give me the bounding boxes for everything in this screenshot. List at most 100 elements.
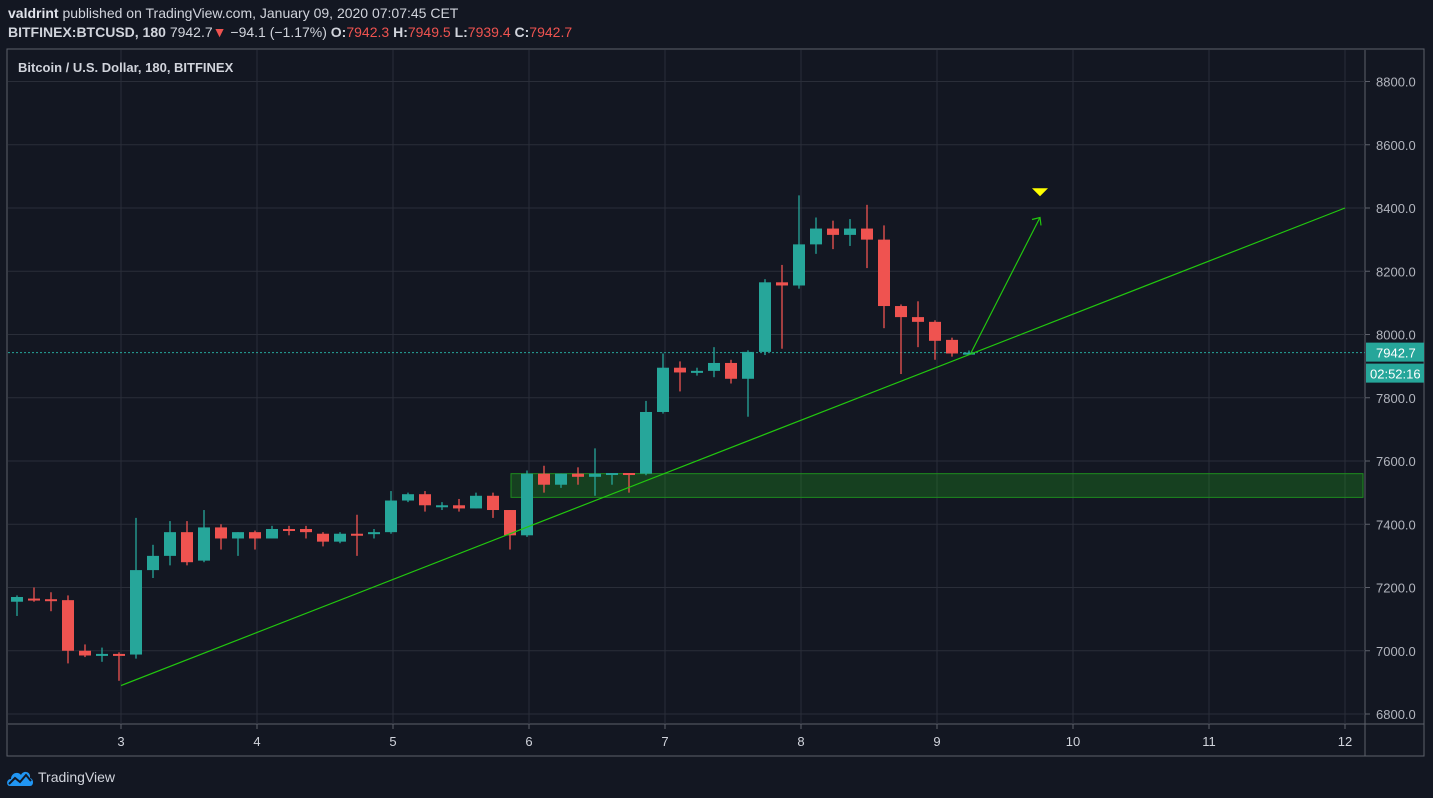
x-tick-label: 6 — [525, 734, 532, 749]
close-label: C: — [514, 24, 530, 40]
candle-body[interactable] — [419, 494, 431, 506]
candle-body[interactable] — [113, 653, 125, 656]
publish-info: valdrint published on TradingView.com, J… — [8, 5, 458, 21]
candle-body[interactable] — [470, 495, 482, 509]
candle-body[interactable] — [674, 367, 686, 373]
candle-body[interactable] — [402, 494, 414, 501]
down-arrow-icon: ▼ — [212, 24, 227, 40]
candle-body[interactable] — [640, 411, 652, 474]
candle-body[interactable] — [232, 532, 244, 539]
candle-body[interactable] — [79, 650, 91, 656]
x-tick-label: 9 — [933, 734, 940, 749]
candle-body[interactable] — [521, 473, 533, 536]
candle-body[interactable] — [572, 473, 584, 477]
bar-countdown: 02:52:16 — [1370, 367, 1421, 382]
low-label: L: — [454, 24, 468, 40]
candle-body[interactable] — [300, 528, 312, 533]
candle-body[interactable] — [96, 653, 108, 656]
candle-body[interactable] — [844, 228, 856, 235]
candle-body[interactable] — [130, 570, 142, 655]
chart-frame — [6, 48, 1425, 757]
last-price-badge — [1366, 342, 1424, 362]
candle-body[interactable] — [164, 532, 176, 556]
candle-body[interactable] — [28, 598, 40, 601]
candle-body[interactable] — [538, 473, 550, 485]
countdown-badge — [1366, 363, 1424, 383]
y-tick-label: 7000.0 — [1376, 644, 1416, 659]
candle-body[interactable] — [657, 367, 669, 412]
y-tick-label: 7600.0 — [1376, 454, 1416, 469]
y-tick-label: 7400.0 — [1376, 517, 1416, 532]
last-price-value: 7942.7 — [1376, 346, 1416, 361]
candle-body[interactable] — [11, 596, 23, 602]
y-tick-label: 8600.0 — [1376, 138, 1416, 153]
candle-body[interactable] — [283, 528, 295, 531]
support-zone-rect[interactable] — [510, 473, 1364, 498]
candle-body[interactable] — [623, 473, 635, 476]
candle-body[interactable] — [249, 532, 261, 539]
candle-body[interactable] — [368, 532, 380, 535]
candle-body[interactable] — [181, 532, 193, 563]
publish-text: published on TradingView.com, January 09… — [58, 5, 459, 21]
candle-body[interactable] — [504, 510, 516, 536]
candle-body[interactable] — [334, 533, 346, 542]
y-tick-label: 8000.0 — [1376, 328, 1416, 343]
candle-body[interactable] — [793, 244, 805, 286]
x-tick-label: 5 — [389, 734, 396, 749]
x-tick-label: 7 — [661, 734, 668, 749]
candle-body[interactable] — [351, 533, 363, 536]
close-value: 7942.7 — [529, 24, 573, 40]
candle-body[interactable] — [453, 505, 465, 509]
candle-body[interactable] — [963, 352, 975, 355]
candle-body[interactable] — [946, 339, 958, 354]
brand-name: TradingView — [38, 769, 116, 785]
candle-body[interactable] — [708, 362, 720, 371]
candle-body[interactable] — [385, 500, 397, 533]
candle-body[interactable] — [878, 239, 890, 307]
candle-body[interactable] — [895, 306, 907, 318]
candle-body[interactable] — [215, 527, 227, 539]
candle-body[interactable] — [861, 228, 873, 240]
x-tick-label: 8 — [797, 734, 804, 749]
candle-body[interactable] — [45, 599, 57, 602]
candle-body[interactable] — [742, 351, 754, 379]
y-tick-label: 7800.0 — [1376, 391, 1416, 406]
candle-body[interactable] — [317, 533, 329, 542]
candle-body[interactable] — [691, 370, 703, 373]
triangle-down-marker-icon — [1032, 188, 1048, 197]
x-tick-label: 4 — [253, 734, 260, 749]
y-tick-label: 7200.0 — [1376, 581, 1416, 596]
candle-body[interactable] — [555, 473, 567, 485]
y-tick-label: 6800.0 — [1376, 707, 1416, 722]
candle-body[interactable] — [436, 505, 448, 508]
candle-body[interactable] — [589, 473, 601, 477]
high-label: H: — [393, 24, 408, 40]
candle-body[interactable] — [606, 473, 618, 476]
tradingview-cloud-icon — [7, 771, 33, 786]
candle-body[interactable] — [929, 321, 941, 341]
candle-body[interactable] — [147, 555, 159, 571]
candle-body[interactable] — [266, 528, 278, 539]
candle-body[interactable] — [912, 317, 924, 322]
candle-body[interactable] — [198, 527, 210, 561]
arrow-head-icon — [1031, 216, 1042, 226]
chart-legend: Bitcoin / U.S. Dollar, 180, BITFINEX — [18, 60, 234, 75]
projection-arrow[interactable] — [970, 217, 1041, 354]
candle-body[interactable] — [725, 362, 737, 379]
x-tick-label: 3 — [117, 734, 124, 749]
last-price: 7942.7 — [169, 24, 213, 40]
trendline[interactable] — [120, 207, 1346, 687]
x-tick-label: 10 — [1066, 734, 1080, 749]
candle-body[interactable] — [487, 495, 499, 511]
candle-body[interactable] — [62, 600, 74, 651]
candle-body[interactable] — [827, 228, 839, 235]
tradingview-logo[interactable]: TradingView — [6, 767, 115, 787]
high-value: 7949.5 — [407, 24, 451, 40]
candle-body[interactable] — [810, 228, 822, 245]
y-tick-label: 8200.0 — [1376, 264, 1416, 279]
y-tick-label: 8400.0 — [1376, 201, 1416, 216]
candle-body[interactable] — [776, 282, 788, 286]
candle-body[interactable] — [759, 282, 771, 352]
symbol-info-bar: BITFINEX:BTCUSD, 180 7942.7▼ −94.1 (−1.1… — [8, 24, 572, 40]
